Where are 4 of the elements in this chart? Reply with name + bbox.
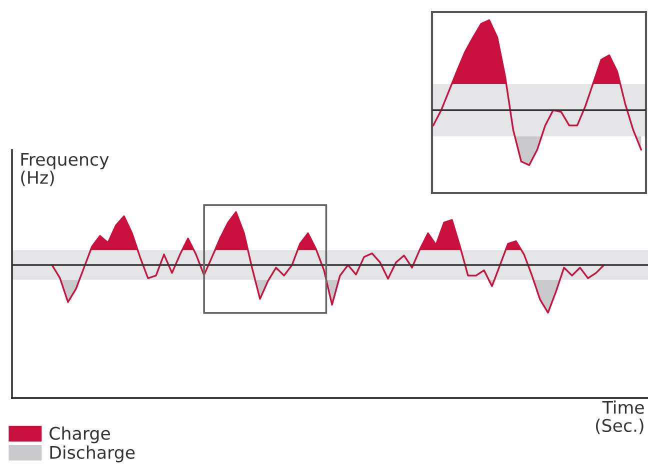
y-axis-title: Frequency (Hz) (21, 153, 109, 186)
text: Discharge (50, 446, 135, 462)
x-axis-title: Time (Sec.) (596, 400, 644, 434)
legend-label: Charge (50, 426, 110, 444)
